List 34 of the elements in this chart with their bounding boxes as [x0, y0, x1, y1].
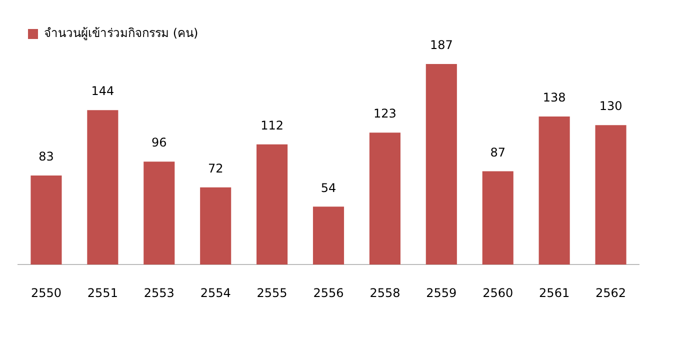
x-tick-label: 2562	[596, 286, 626, 300]
data-label: 130	[599, 99, 622, 114]
bar	[87, 110, 118, 265]
data-label: 123	[374, 106, 396, 121]
x-tick-label: 2558	[370, 286, 400, 300]
bar	[426, 64, 457, 265]
data-label: 112	[260, 118, 284, 133]
x-tick-label: 2561	[539, 286, 570, 300]
x-tick-label: 2559	[426, 286, 457, 300]
data-label: 96	[151, 136, 167, 150]
bar	[312, 206, 344, 265]
data-label: 54	[320, 180, 336, 195]
bar	[30, 176, 62, 265]
bar	[256, 144, 288, 265]
data-label: 144	[91, 84, 114, 98]
x-tick-label: 2553	[144, 286, 174, 300]
data-label: 138	[542, 90, 566, 105]
bar	[369, 132, 400, 265]
bar	[595, 125, 626, 265]
legend-label: จำนวนผู้เข้าร่วมกิจกรรม (คน)	[44, 26, 198, 42]
data-label: 72	[208, 161, 224, 176]
data-label: 187	[430, 38, 453, 52]
x-tick-label: 2556	[313, 286, 344, 300]
x-tick-label: 2554	[200, 286, 231, 300]
x-tick-label: 2550	[30, 286, 62, 300]
x-tick-label: 2555	[256, 286, 288, 300]
bar	[144, 162, 175, 265]
bar	[482, 171, 514, 265]
x-tick-label: 2560	[482, 286, 514, 300]
data-label: 83	[38, 150, 54, 164]
bar	[538, 116, 570, 265]
data-label: 87	[490, 145, 506, 160]
x-tick-label: 2551	[87, 286, 118, 300]
bar	[200, 187, 232, 265]
